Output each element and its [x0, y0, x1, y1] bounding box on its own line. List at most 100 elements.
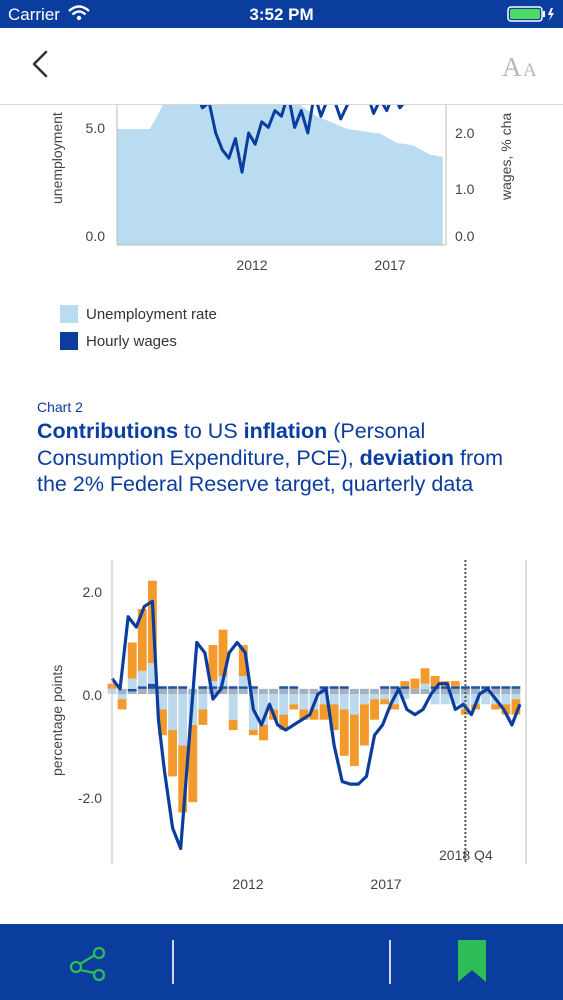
bar-grey	[329, 688, 339, 694]
bar-orange	[380, 699, 390, 705]
bar-dark_blue	[491, 686, 501, 689]
bar-grey	[380, 688, 390, 694]
left-tick-label: 5.0	[86, 120, 106, 136]
bar-light_blue	[259, 694, 268, 725]
bar-orange	[178, 745, 188, 813]
bar-dark_blue	[238, 686, 248, 689]
bar-dark_blue	[178, 686, 188, 689]
bar-orange	[400, 681, 410, 687]
annotation-label: 2018 Q4	[439, 847, 493, 863]
bar-light_blue	[158, 694, 167, 710]
bar-grey	[299, 688, 309, 694]
bar-light_blue	[127, 678, 137, 689]
unemployment-area	[117, 104, 443, 245]
chevron-left-icon[interactable]	[26, 46, 58, 82]
bar-grey	[279, 688, 289, 694]
bar-dark_blue	[289, 686, 299, 689]
hourly-wages-line	[199, 104, 405, 174]
chart-number: Chart 2	[37, 399, 83, 415]
bar-orange	[188, 724, 198, 803]
right-tick-label: 2.0	[455, 125, 475, 141]
bar-light_blue	[238, 675, 248, 687]
bar-orange	[279, 714, 289, 731]
bar-orange	[309, 709, 319, 720]
toolbar-divider	[172, 940, 174, 984]
bar-dark_blue	[168, 686, 178, 689]
bar-grey	[450, 688, 460, 694]
bar-dark_blue	[339, 686, 349, 689]
bar-grey	[238, 688, 248, 694]
bar-light_blue	[370, 694, 379, 700]
y-tick-label: 2.0	[83, 584, 103, 600]
bar-orange	[349, 714, 359, 767]
bar-orange	[450, 681, 460, 687]
y-axis-label: percentage points	[49, 665, 65, 776]
bar-orange	[248, 730, 258, 736]
bar-light_blue	[471, 694, 480, 705]
bar-dark_blue	[147, 683, 157, 689]
bar-light_blue	[147, 663, 157, 684]
share-icon[interactable]	[68, 942, 108, 982]
bar-grey	[218, 688, 228, 694]
bar-light_blue	[168, 694, 178, 731]
right-tick-label: 1.0	[455, 181, 475, 197]
bar-grey	[147, 688, 157, 694]
bar-orange	[501, 704, 511, 715]
bar-light_blue	[339, 694, 349, 710]
bar-grey	[349, 688, 359, 694]
font-size-large-a: A	[502, 52, 522, 82]
bar-light_blue	[501, 694, 511, 705]
bar-grey	[137, 688, 147, 694]
x-tick-label: 2012	[232, 876, 263, 892]
bar-orange	[218, 629, 228, 676]
bar-orange	[168, 730, 178, 777]
bar-orange	[360, 704, 369, 746]
bar-light_blue	[198, 694, 208, 710]
bar-light_blue	[420, 683, 430, 689]
bar-grey	[370, 688, 379, 694]
bar-orange	[319, 704, 329, 720]
bar-grey	[289, 688, 299, 694]
contribution-bars	[107, 580, 521, 813]
bar-light_blue	[289, 694, 299, 705]
bar-grey	[309, 688, 319, 694]
bar-light_blue	[299, 694, 309, 710]
bar-orange	[410, 678, 420, 689]
bar-light_blue	[430, 694, 440, 705]
legend-swatch	[60, 305, 78, 323]
bar-grey	[168, 688, 178, 694]
bar-dark_blue	[218, 686, 228, 689]
bar-orange	[390, 704, 400, 710]
bar-orange	[117, 699, 127, 710]
title-part: (Personal Consumption Expenditure, PCE),	[37, 419, 426, 470]
bookmark-icon[interactable]	[458, 940, 486, 982]
bar-light_blue	[178, 694, 188, 746]
bar-light_blue	[440, 694, 450, 705]
bar-orange	[198, 709, 208, 725]
y-tick-label: 0.0	[83, 687, 103, 703]
bar-light_blue	[137, 670, 147, 687]
bar-grey	[178, 688, 188, 694]
bar-grey	[410, 688, 420, 694]
bar-dark_blue	[481, 686, 491, 689]
bar-grey	[158, 688, 167, 694]
bar-grey	[259, 688, 268, 694]
bar-light_blue	[400, 694, 410, 700]
x-tick-label: 2017	[370, 876, 401, 892]
bar-grey	[117, 688, 127, 694]
font-size-icon[interactable]: A A	[500, 50, 546, 82]
legend-swatch	[60, 332, 78, 350]
bar-dark_blue	[460, 686, 470, 689]
bar-orange	[491, 704, 501, 710]
carrier-name: Carrier	[8, 5, 60, 24]
bar-grey	[269, 688, 278, 694]
bar-dark_blue	[471, 686, 480, 689]
bar-grey	[440, 688, 450, 694]
bar-light_blue	[380, 694, 390, 700]
bar-orange	[208, 645, 218, 682]
chart-2: 2018 Q4 2.0 0.0 -2.0 2012 2017 percentag…	[49, 560, 527, 892]
bar-dark_blue	[319, 686, 329, 689]
toolbar-divider	[389, 940, 391, 984]
x-tick-label: 2012	[236, 257, 267, 273]
pce-deviation-line	[110, 599, 522, 851]
